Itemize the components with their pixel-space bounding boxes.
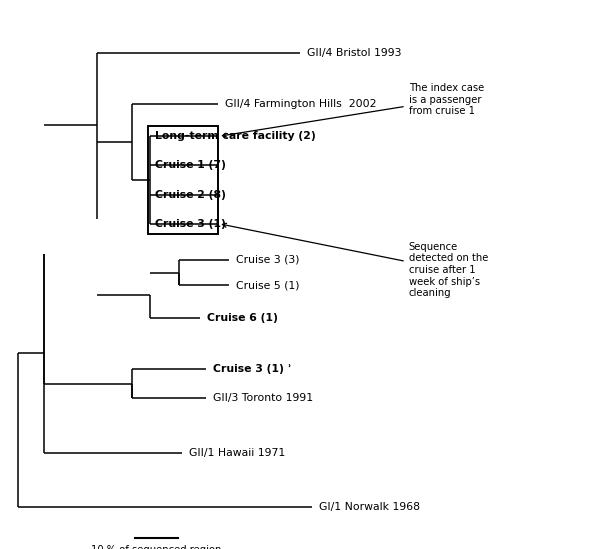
Text: Cruise 1 (7): Cruise 1 (7) <box>155 160 226 170</box>
Text: Cruise 2 (8): Cruise 2 (8) <box>155 189 226 199</box>
Text: Cruise 5 (1): Cruise 5 (1) <box>236 281 300 290</box>
Text: Cruise 3 (1) ʾ: Cruise 3 (1) ʾ <box>213 364 292 374</box>
Text: Cruise 3 (1): Cruise 3 (1) <box>155 219 226 228</box>
Text: GII/3 Toronto 1991: GII/3 Toronto 1991 <box>213 393 313 403</box>
Text: GII/1 Hawaii 1971: GII/1 Hawaii 1971 <box>190 447 286 458</box>
Text: The index case
is a passenger
from cruise 1: The index case is a passenger from cruis… <box>223 83 484 137</box>
Text: Sequence
detected on the
cruise after 1
week of ship’s
cleaning: Sequence detected on the cruise after 1 … <box>223 223 488 298</box>
Text: Cruise 3 (3): Cruise 3 (3) <box>236 255 300 265</box>
Text: GI/1 Norwalk 1968: GI/1 Norwalk 1968 <box>319 502 420 512</box>
Text: Cruise 6 (1): Cruise 6 (1) <box>207 313 278 323</box>
Text: GII/4 Farmington Hills  2002: GII/4 Farmington Hills 2002 <box>225 99 376 109</box>
Text: Long-term care facility (2): Long-term care facility (2) <box>155 131 316 141</box>
Text: 10 % of sequenced region: 10 % of sequenced region <box>91 545 222 549</box>
Bar <box>148 126 218 234</box>
Text: GII/4 Bristol 1993: GII/4 Bristol 1993 <box>307 48 401 58</box>
